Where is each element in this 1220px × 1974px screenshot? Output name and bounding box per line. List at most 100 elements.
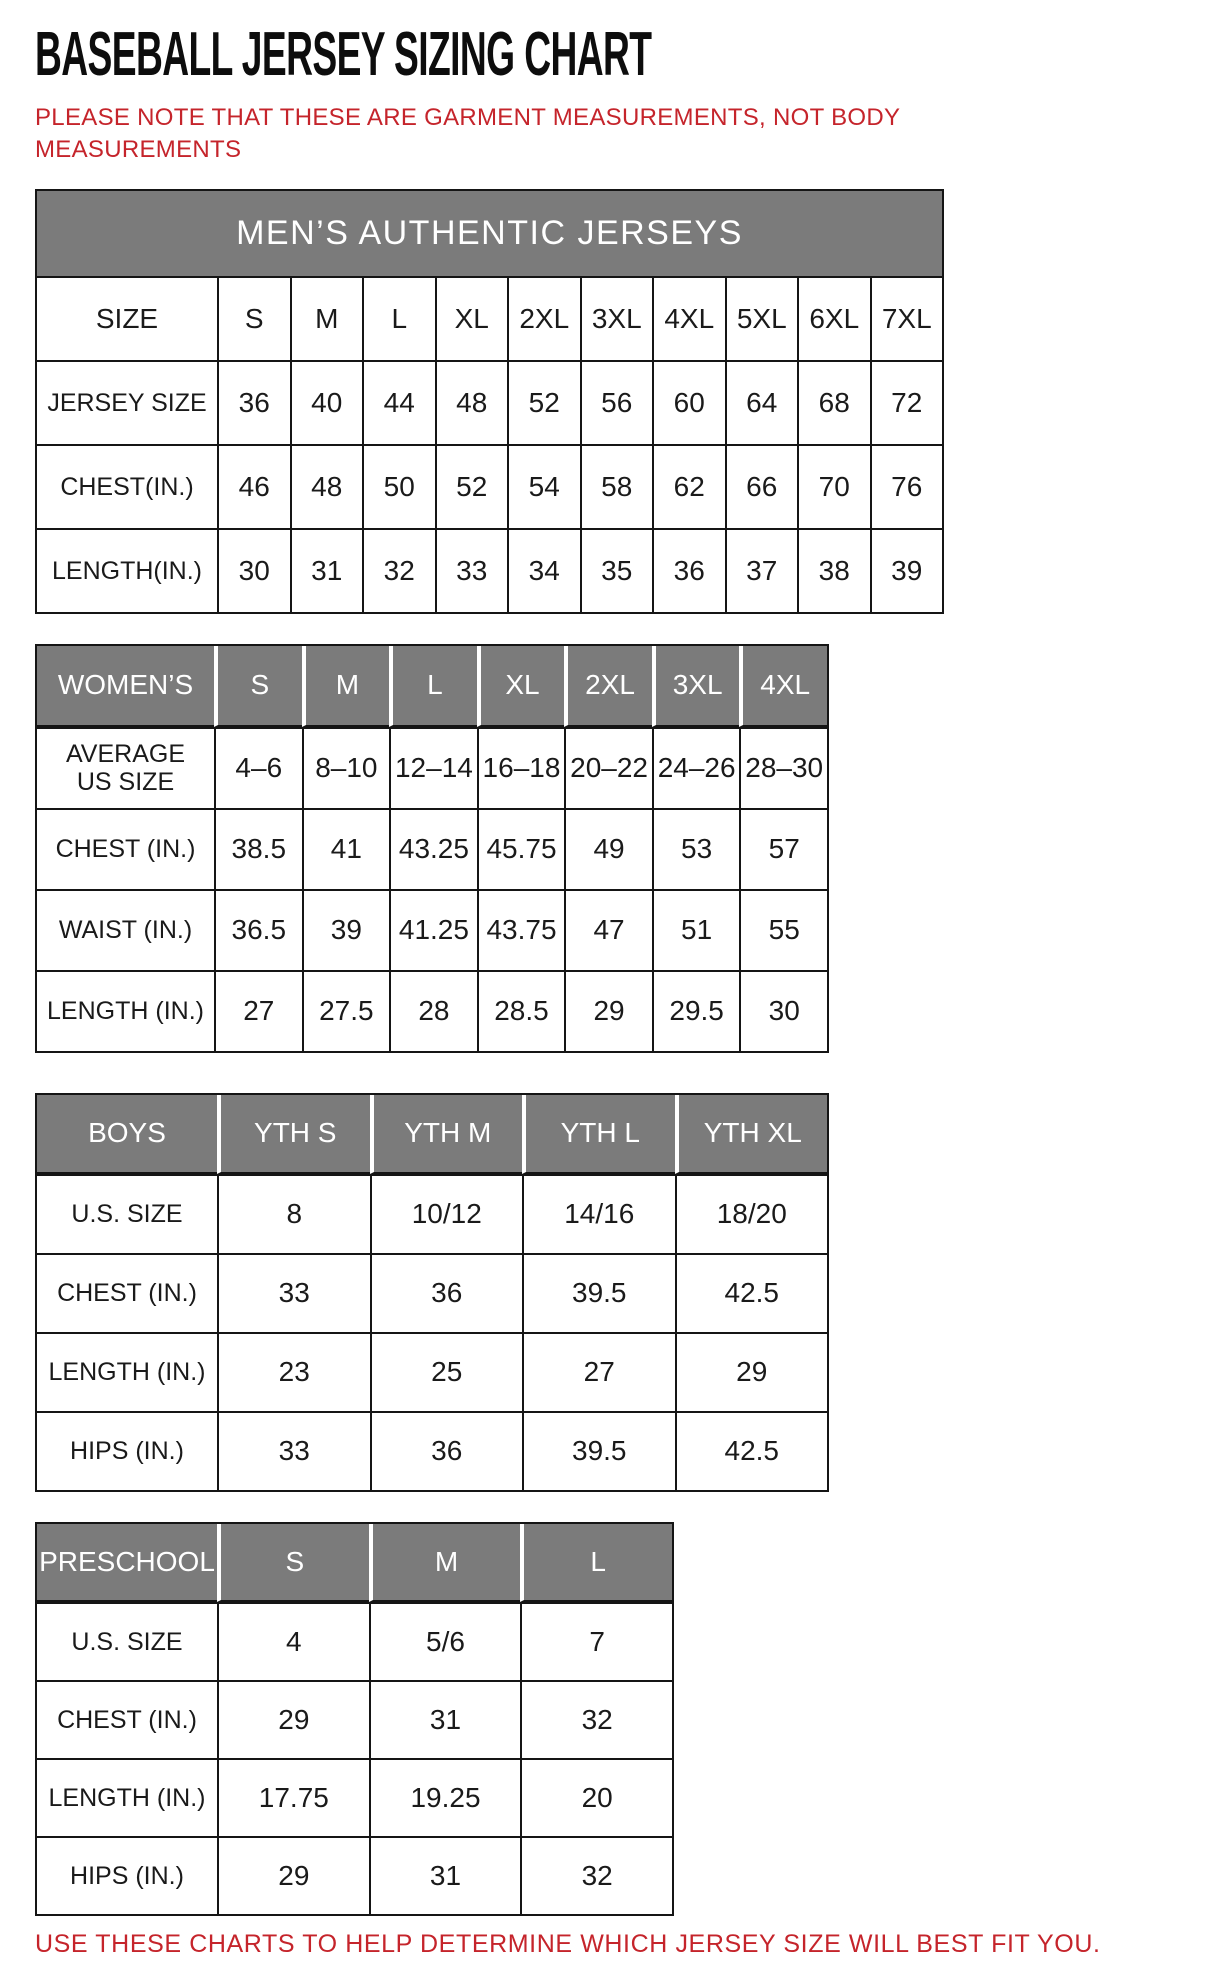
column-header-cell: 4XL — [739, 645, 827, 727]
value-cell: 4–6 — [214, 726, 302, 808]
row-label-cell: CHEST (IN.) — [37, 807, 214, 889]
value-cell: 50 — [362, 443, 435, 528]
value-cell: 70 — [797, 443, 870, 528]
value-cell: 38.5 — [214, 807, 302, 889]
value-cell: 36 — [217, 359, 290, 444]
value-cell: 39 — [301, 888, 390, 970]
row-label-cell: LENGTH (IN.) — [37, 1331, 217, 1411]
value-cell: 12–14 — [389, 726, 477, 808]
column-header-cell: 3XL — [651, 645, 740, 727]
value-cell: 27 — [214, 969, 302, 1051]
row-label-cell: AVERAGE US SIZE — [37, 726, 214, 808]
value-cell: 28.5 — [476, 969, 565, 1051]
value-cell: 29.5 — [651, 969, 740, 1051]
preschool-jerseys-table: PRESCHOOL S M L U.S. SIZE 4 5/6 7 CHEST (IN.) 29 3… — [35, 1521, 674, 1916]
boys-jerseys-table: BOYS YTH S YTH M YTH L YTH XL U.S. SIZE 8 10/12… — [35, 1092, 829, 1492]
value-cell: 27 — [522, 1331, 675, 1411]
value-cell: 31 — [289, 527, 362, 612]
value-cell: 39.5 — [522, 1252, 675, 1332]
value-cell: 41.25 — [389, 888, 477, 970]
value-cell: 43.75 — [476, 888, 565, 970]
column-header-cell: S — [217, 275, 290, 360]
column-header-cell: SIZE — [37, 275, 217, 360]
value-cell: 46 — [217, 443, 290, 528]
value-cell: 44 — [362, 359, 435, 444]
value-cell: 55 — [739, 888, 827, 970]
value-cell: 23 — [217, 1331, 370, 1411]
value-cell: 30 — [739, 969, 827, 1051]
value-cell: 36 — [369, 1410, 522, 1490]
row-label-cell: HIPS (IN.) — [37, 1410, 217, 1490]
column-header-cell: BOYS — [37, 1094, 217, 1174]
column-header-cell: YTH XL — [674, 1094, 827, 1174]
value-cell: 53 — [651, 807, 740, 889]
column-header-cell: WOMEN’S — [37, 645, 214, 727]
column-header-cell: S — [217, 1523, 369, 1602]
column-header-cell: PRESCHOOL — [37, 1523, 217, 1602]
row-label-cell: CHEST (IN.) — [37, 1252, 217, 1332]
value-cell: 14/16 — [522, 1173, 675, 1253]
value-cell: 76 — [869, 443, 942, 528]
value-cell: 45.75 — [476, 807, 565, 889]
value-cell: 48 — [434, 359, 507, 444]
value-cell: 43.25 — [389, 807, 477, 889]
value-cell: 10/12 — [369, 1173, 522, 1253]
value-cell: 58 — [579, 443, 652, 528]
value-cell: 40 — [289, 359, 362, 444]
column-header-cell: YTH M — [369, 1094, 522, 1174]
value-cell: 66 — [724, 443, 797, 528]
value-cell: 20–22 — [564, 726, 652, 808]
value-cell: 33 — [434, 527, 507, 612]
value-cell: 56 — [579, 359, 652, 444]
value-cell: 35 — [579, 527, 652, 612]
column-header-cell: YTH S — [217, 1094, 370, 1174]
value-cell: 52 — [507, 359, 580, 444]
column-header-cell: L — [520, 1523, 672, 1602]
value-cell: 48 — [289, 443, 362, 528]
value-cell: 28–30 — [739, 726, 827, 808]
column-header-cell: YTH L — [522, 1094, 675, 1174]
value-cell: 17.75 — [217, 1757, 369, 1836]
value-cell: 20 — [520, 1757, 672, 1836]
value-cell: 39.5 — [522, 1410, 675, 1490]
value-cell: 60 — [652, 359, 725, 444]
value-cell: 7 — [520, 1601, 672, 1680]
value-cell: 29 — [674, 1331, 827, 1411]
value-cell: 32 — [520, 1835, 672, 1914]
garment-measurement-note: PLEASE NOTE THAT THESE ARE GARMENT MEASU… — [35, 104, 900, 164]
value-cell: 33 — [217, 1410, 370, 1490]
column-header-cell: L — [389, 645, 477, 727]
value-cell: 25 — [369, 1331, 522, 1411]
row-label-cell: LENGTH(IN.) — [37, 527, 217, 612]
column-header-cell: M — [301, 645, 390, 727]
value-cell: 39 — [869, 527, 942, 612]
row-label-cell: CHEST (IN.) — [37, 1679, 217, 1758]
row-label-cell: WAIST (IN.) — [37, 888, 214, 970]
value-cell: 31 — [368, 1835, 521, 1914]
value-cell: 52 — [434, 443, 507, 528]
value-cell: 54 — [507, 443, 580, 528]
row-label-cell: U.S. SIZE — [37, 1601, 217, 1680]
row-label-cell: HIPS (IN.) — [37, 1835, 217, 1914]
value-cell: 29 — [217, 1835, 369, 1914]
column-header-cell: XL — [476, 645, 565, 727]
value-cell: 34 — [507, 527, 580, 612]
value-cell: 42.5 — [674, 1410, 827, 1490]
value-cell: 19.25 — [368, 1757, 521, 1836]
value-cell: 42.5 — [674, 1252, 827, 1332]
footer-note: USE THESE CHARTS TO HELP DETERMINE WHICH… — [35, 1929, 1101, 1958]
row-label-cell: U.S. SIZE — [37, 1173, 217, 1253]
row-label-cell: LENGTH (IN.) — [37, 1757, 217, 1836]
value-cell: 33 — [217, 1252, 370, 1332]
column-header-cell: 7XL — [869, 275, 942, 360]
column-header-cell: 6XL — [797, 275, 870, 360]
page-title: BASEBALL JERSEY SIZING CHART — [35, 20, 652, 89]
value-cell: 16–18 — [476, 726, 565, 808]
column-header-cell: S — [214, 645, 302, 727]
value-cell: 5/6 — [368, 1601, 521, 1680]
column-header-cell: 2XL — [564, 645, 652, 727]
column-header-cell: XL — [434, 275, 507, 360]
womens-jerseys-table: WOMEN’S S M L XL 2XL 3XL 4XL AVERAGE US SIZE 4–6 8… — [35, 643, 829, 1053]
value-cell: 51 — [651, 888, 740, 970]
column-header-cell: 3XL — [579, 275, 652, 360]
